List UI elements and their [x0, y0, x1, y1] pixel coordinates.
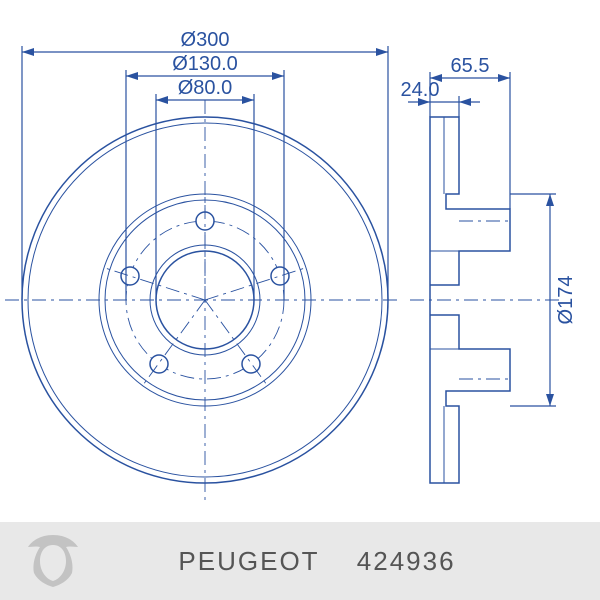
label-thickness: 24.0	[401, 79, 440, 101]
part-number: 424936	[357, 546, 456, 577]
footer-bar: PEUGEOT 424936	[0, 522, 600, 600]
label-hub-bore: Ø80.0	[178, 77, 232, 99]
side-view	[410, 117, 560, 483]
label-hat-od: Ø174	[555, 276, 577, 325]
front-view	[5, 100, 400, 500]
label-depth: 65.5	[451, 55, 490, 77]
brand-name: PEUGEOT	[178, 546, 319, 577]
dim-thickness: 24.0	[401, 79, 480, 117]
label-outer-diameter: Ø300	[181, 29, 230, 51]
label-bolt-circle: Ø130.0	[172, 53, 238, 75]
technical-drawing: Ø300 Ø130.0 Ø80.0	[0, 0, 600, 520]
